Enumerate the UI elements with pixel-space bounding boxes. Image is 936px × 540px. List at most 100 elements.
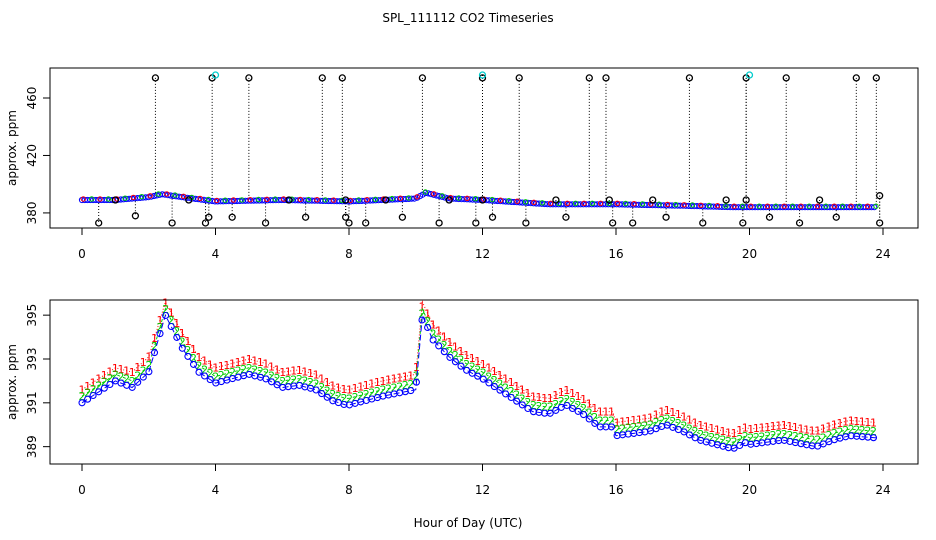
series-1-label: 1 [513, 380, 520, 393]
mean-overlay-point [314, 197, 320, 203]
mean-point [436, 193, 443, 200]
series-1-label: 1 [842, 415, 849, 428]
series-2-label: 2 [357, 389, 364, 402]
series-2-label: 2 [641, 419, 648, 432]
max-point [478, 74, 487, 82]
series-1-label: 1 [563, 384, 570, 397]
series-2-label: 2 [747, 432, 754, 445]
x-tick-label: 8 [345, 247, 353, 261]
mean-overlay-point [305, 196, 312, 203]
series-1-label: 1 [435, 325, 442, 338]
series-2-label: 2 [547, 401, 554, 414]
series-1-label: 1 [641, 413, 648, 426]
mean-overlay-point [155, 191, 162, 197]
series-1-label: 1 [413, 361, 420, 374]
series-2-label: 2 [179, 336, 186, 349]
series-3-point [262, 375, 270, 383]
series-1-label: 1 [825, 420, 832, 433]
mean-overlay-point [431, 191, 437, 197]
series-2-label: 2 [864, 425, 871, 438]
series-2-label: 2 [352, 391, 359, 404]
mean-overlay-point [330, 197, 337, 203]
mean-overlay-point [839, 203, 846, 209]
mean-overlay-point [406, 195, 412, 201]
series-2-label: 2 [335, 390, 342, 403]
series-3-point [485, 379, 493, 387]
series-2-label: 2 [675, 417, 682, 430]
mean-overlay-point [247, 197, 253, 203]
y-tick-label: 393 [25, 348, 39, 371]
series-1-label: 1 [853, 415, 860, 428]
series-2-label: 2 [508, 385, 515, 398]
x-tick-label: 8 [345, 483, 353, 497]
mean-overlay-point [531, 199, 537, 206]
mean-overlay-point [823, 203, 829, 209]
series-1-label: 1 [391, 373, 398, 386]
y-tick-label: 389 [25, 435, 39, 458]
series-1-label: 1 [313, 369, 320, 382]
series-2-line [81, 307, 877, 443]
series-2-label: 2 [318, 381, 325, 394]
series-3-point [89, 391, 97, 400]
series-2-label: 2 [118, 371, 125, 384]
max-point [245, 74, 253, 82]
series-1-label: 1 [692, 417, 699, 430]
series-1-label: 1 [742, 421, 749, 434]
min-point [472, 219, 480, 227]
mean-overlay-point [731, 203, 737, 209]
series-3-point [312, 386, 320, 394]
series-2-label: 2 [229, 366, 236, 379]
series-1-label: 1 [162, 296, 169, 309]
series-2-label: 2 [274, 372, 281, 385]
series-2-label: 2 [669, 415, 676, 428]
series-2-label: 2 [134, 370, 141, 383]
x-tick-label: 24 [875, 483, 890, 497]
y-tick-label: 420 [25, 144, 39, 167]
mean-overlay-point [514, 198, 520, 204]
chart-title: SPL_111112 CO2 Timeseries [382, 11, 553, 25]
mean-overlay-point [623, 200, 629, 207]
series-2-label: 2 [151, 340, 158, 353]
series-3-point [128, 383, 136, 391]
series-2-label: 2 [647, 418, 654, 431]
max-point [418, 74, 427, 82]
series-1-label: 1 [190, 343, 197, 356]
series-1-label: 1 [630, 414, 637, 427]
series-1-label: 1 [781, 419, 788, 432]
series-2-label: 2 [580, 402, 587, 415]
mean-overlay-point [205, 196, 212, 203]
mean-overlay-point [714, 203, 721, 209]
series-3-point [189, 360, 198, 368]
series-2-label: 2 [530, 399, 537, 412]
min-point [488, 213, 497, 221]
series-2-label: 2 [703, 429, 710, 442]
mean-overlay-point [814, 203, 821, 209]
series-1-label: 1 [385, 374, 392, 387]
series-1-label: 1 [458, 345, 465, 358]
series-3-point [100, 384, 108, 392]
series-1-label: 1 [346, 384, 353, 397]
series-2-label: 2 [218, 369, 225, 382]
series-1-label: 1 [352, 382, 359, 395]
series-1-label: 1 [697, 419, 704, 432]
series-2-label: 2 [798, 431, 805, 444]
series-2-label: 2 [524, 396, 531, 409]
series-1-label: 1 [196, 351, 203, 364]
series-1-label: 1 [636, 414, 643, 427]
series-3-point [685, 431, 694, 439]
series-1-label: 1 [274, 363, 281, 376]
mean-overlay-point [689, 202, 696, 208]
mean-overlay-point [706, 202, 712, 209]
series-2-label: 2 [686, 422, 693, 435]
series-3-point [273, 381, 281, 389]
series-3-point [468, 369, 476, 377]
series-3-point [134, 378, 142, 386]
top-panel-marks [78, 71, 884, 227]
series-2-label: 2 [591, 411, 598, 424]
series-2-label: 2 [859, 424, 866, 437]
mean-overlay-point [230, 197, 237, 203]
min-point [261, 219, 270, 227]
series-2-label: 2 [257, 365, 264, 378]
series-1-label: 1 [720, 425, 727, 438]
series-1-label: 1 [714, 424, 721, 437]
